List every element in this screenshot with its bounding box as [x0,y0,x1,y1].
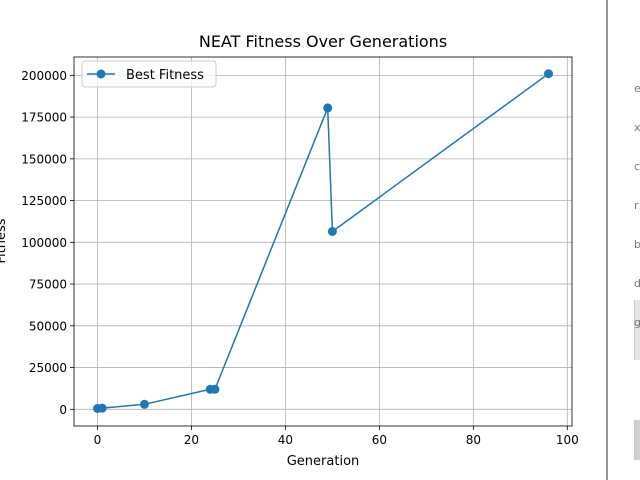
y-tick-label: 175000 [21,111,67,125]
series-line [97,73,549,410]
data-point [97,403,107,413]
truncated-text: x [634,121,640,134]
y-tick-label: 0 [59,403,67,417]
data-point [544,69,554,79]
y-axis-label: Fitness [0,218,9,263]
y-tick-label: 50000 [29,319,67,333]
x-tick-label: 40 [278,433,293,447]
y-tick-label: 200000 [21,69,67,83]
legend-marker-swatch [96,69,106,79]
y-tick-label: 125000 [21,194,67,208]
scrollbar-track[interactable] [634,300,640,360]
series-best-fitness [92,69,554,413]
y-tick-label: 75000 [29,278,67,292]
x-tick-label: 80 [466,433,481,447]
y-axis-ticks: 0 25000 50000 75000 100000 125000 150000 175000… [21,69,74,417]
legend: Best Fitness [81,60,217,88]
x-axis-ticks: 0 20 40 60 80 100 [94,426,579,447]
data-point [323,103,333,113]
x-tick-label: 0 [94,433,102,447]
y-tick-label: 100000 [21,236,67,250]
x-axis-label: Generation [287,454,360,469]
x-tick-label: 100 [556,433,579,447]
truncated-text: g [634,316,640,329]
y-tick-label: 150000 [21,152,67,166]
legend-box [81,60,217,88]
plot-area-frame [73,56,573,427]
window-border [606,0,608,480]
truncated-text: d [634,277,640,290]
legend-entry-best-fitness: Best Fitness [126,68,204,83]
truncated-text: r [634,199,639,212]
plot-frame [73,56,573,427]
data-point [210,384,220,394]
data-point [327,226,337,236]
truncated-text: b [634,238,640,251]
truncated-text: c [634,160,640,173]
chart-title: NEAT Fitness Over Generations [199,32,447,51]
grid-lines [74,57,572,426]
truncated-text: e [634,82,640,95]
x-tick-label: 20 [184,433,199,447]
scrollbar-thumb[interactable] [634,420,640,460]
y-tick-label: 25000 [29,361,67,375]
background-window-edge: e x c r b d g [606,0,640,480]
x-tick-label: 60 [372,433,387,447]
data-point [139,399,149,409]
